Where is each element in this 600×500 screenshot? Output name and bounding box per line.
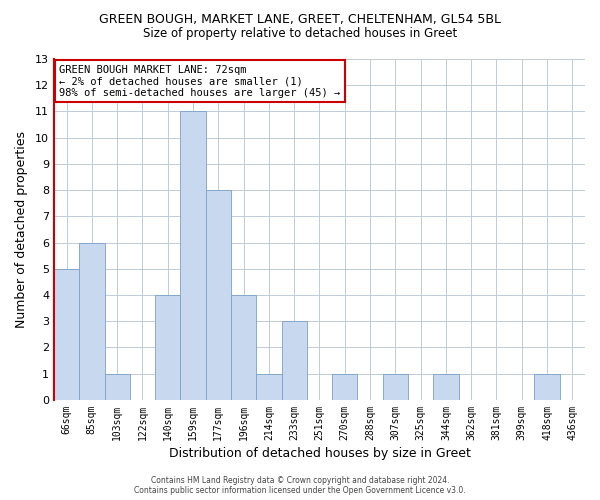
Bar [433,374,458,400]
Bar [104,374,130,400]
Text: Size of property relative to detached houses in Greet: Size of property relative to detached ho… [143,28,457,40]
Bar [206,190,231,400]
Bar [383,374,408,400]
Bar [79,242,104,400]
Bar [54,269,79,400]
Y-axis label: Number of detached properties: Number of detached properties [15,131,28,328]
Bar [231,295,256,400]
Text: Contains HM Land Registry data © Crown copyright and database right 2024.
Contai: Contains HM Land Registry data © Crown c… [134,476,466,495]
X-axis label: Distribution of detached houses by size in Greet: Distribution of detached houses by size … [169,447,470,460]
Bar [155,295,181,400]
Bar [535,374,560,400]
Text: GREEN BOUGH, MARKET LANE, GREET, CHELTENHAM, GL54 5BL: GREEN BOUGH, MARKET LANE, GREET, CHELTEN… [99,12,501,26]
Text: GREEN BOUGH MARKET LANE: 72sqm
← 2% of detached houses are smaller (1)
98% of se: GREEN BOUGH MARKET LANE: 72sqm ← 2% of d… [59,64,341,98]
Bar [181,112,206,400]
Bar [256,374,281,400]
Bar [332,374,358,400]
Bar [281,322,307,400]
